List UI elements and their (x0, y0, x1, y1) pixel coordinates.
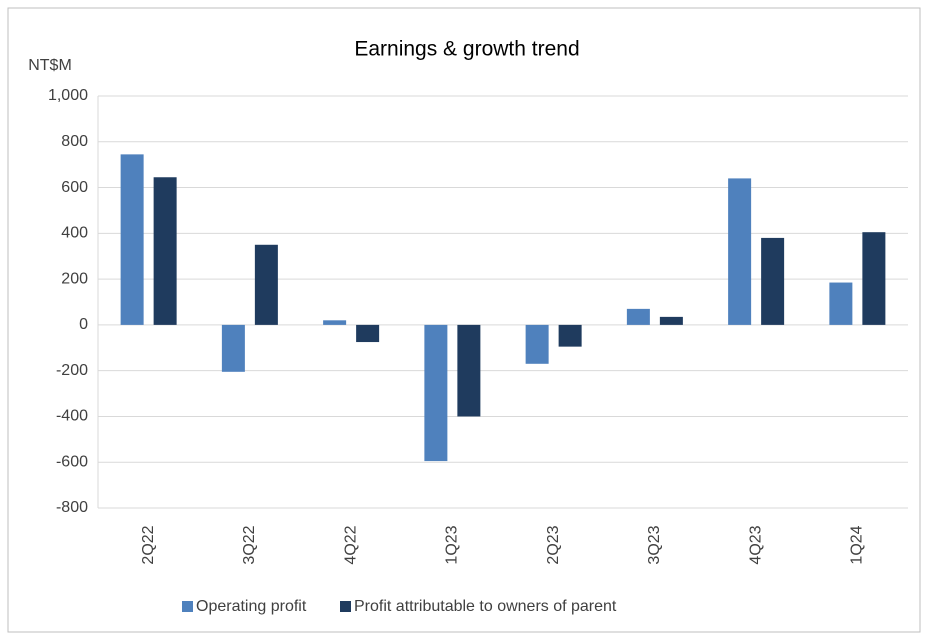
bar (457, 324, 481, 417)
bar (221, 324, 245, 372)
x-tick-label: 2Q23 (545, 525, 562, 564)
bar (254, 244, 278, 325)
bar (862, 232, 886, 325)
y-tick-label: 800 (61, 133, 88, 150)
bar (153, 177, 177, 325)
bar (829, 282, 853, 325)
bar (120, 154, 144, 325)
legend-label: Operating profit (196, 598, 307, 615)
x-tick-label: 3Q23 (646, 525, 663, 564)
y-tick-label: -600 (56, 453, 88, 470)
y-tick-label: -400 (56, 408, 88, 425)
x-tick-label: 1Q23 (444, 525, 461, 564)
chart-title: Earnings & growth trend (354, 38, 579, 61)
y-tick-label: 0 (79, 316, 88, 333)
y-tick-label: 600 (61, 179, 88, 196)
y-tick-label: 400 (61, 225, 88, 242)
y-tick-label: 200 (61, 270, 88, 287)
x-tick-label: 2Q22 (140, 525, 157, 564)
bar (761, 237, 785, 325)
legend-swatch (182, 601, 193, 612)
legend-swatch (340, 601, 351, 612)
bar (323, 320, 347, 325)
y-axis-label: NT$M (28, 57, 72, 74)
y-tick-label: -200 (56, 362, 88, 379)
x-tick-label: 4Q23 (747, 525, 764, 564)
bar (626, 308, 650, 325)
bar (424, 324, 448, 462)
bar (525, 324, 549, 364)
x-tick-label: 1Q24 (849, 525, 866, 564)
x-tick-label: 4Q22 (342, 525, 359, 564)
y-tick-label: -800 (56, 499, 88, 516)
bar (356, 324, 380, 343)
legend-label: Profit attributable to owners of parent (354, 598, 617, 615)
bar (728, 178, 752, 325)
bar (659, 316, 683, 325)
bar (558, 324, 582, 347)
x-tick-label: 3Q22 (241, 525, 258, 564)
y-tick-label: 1,000 (48, 87, 88, 104)
